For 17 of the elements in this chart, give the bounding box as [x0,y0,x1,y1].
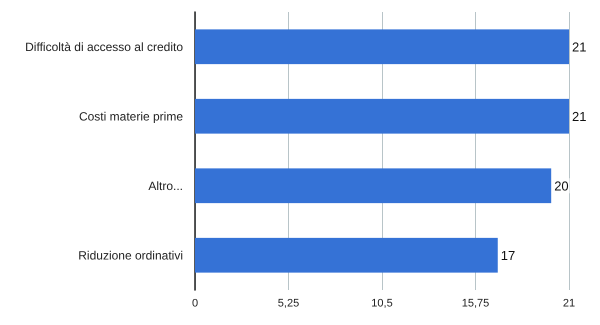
y-tick-label: Costi materie prime [78,109,184,124]
data-label: 21 [572,108,586,124]
y-tick-label: Altro... [148,178,183,193]
data-label: 20 [554,178,569,194]
x-tick-label: 10,5 [371,298,393,310]
bar [195,98,569,134]
x-tick-label: 21 [562,298,576,310]
data-label: 17 [500,248,516,263]
x-tick-label: 0 [192,298,198,310]
bar [195,238,498,273]
bar [195,29,569,64]
y-tick-label: Difficoltà di accesso al credito [25,40,184,54]
bar [195,168,552,204]
data-label: 21 [572,39,586,54]
x-tick-label: 5,25 [278,298,300,310]
y-tick-label: Riduzione ordinativi [78,248,183,262]
x-tick-label: 15,75 [462,298,490,310]
